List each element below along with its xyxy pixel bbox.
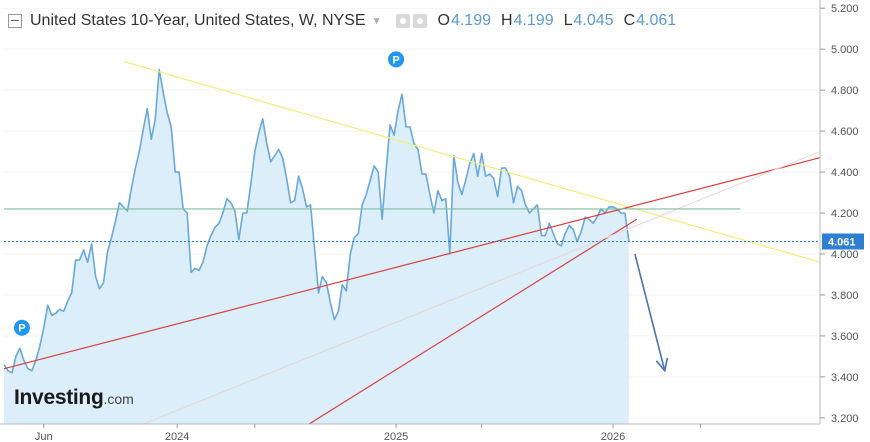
y-tick-label: 4.400 — [831, 167, 859, 179]
x-tick-label: 2026 — [601, 431, 625, 442]
p-marker — [13, 319, 30, 336]
p-marker-label: P — [18, 323, 25, 335]
horizontal-levels — [4, 208, 820, 242]
trend-line-red — [307, 218, 638, 424]
chevron-down-icon[interactable]: ▼ — [371, 15, 382, 27]
x-tick-label: Jun — [35, 431, 53, 442]
projection-arrow — [634, 253, 669, 373]
trend-lines — [4, 60, 821, 424]
trend-line-yellow — [123, 60, 821, 263]
instrument-title[interactable]: United States 10-Year, United States, W,… — [30, 12, 366, 29]
chart-header: United States 10-Year, United States, W,… — [0, 0, 820, 42]
high-value: 4.199 — [513, 12, 554, 29]
p-marker-label: P — [392, 54, 399, 66]
y-tick-label: 4.000 — [831, 249, 859, 261]
trend-line-red — [4, 157, 821, 370]
y-tick-label: 4.200 — [831, 208, 859, 220]
ohlc-readout: O 4.199 H 4.199 L 4.045 C 4.061 — [438, 12, 687, 30]
high-label: H — [501, 12, 513, 29]
y-tick-label: 4.600 — [831, 126, 859, 138]
gear-icon[interactable] — [412, 14, 427, 28]
logo-tld: .com — [103, 391, 134, 407]
x-tick-label: 2024 — [165, 431, 189, 442]
collapse-toggle-icon[interactable] — [8, 14, 22, 28]
open-value: 4.199 — [450, 12, 491, 29]
p-marker — [388, 51, 405, 68]
low-label: L — [563, 12, 573, 29]
markers: PP — [13, 51, 405, 336]
projection-arrow-shaft — [634, 253, 666, 371]
investing-logo: Investing.com — [14, 386, 134, 410]
y-tick-label: 3.200 — [831, 413, 859, 425]
y-tick-label: 3.600 — [831, 331, 859, 343]
trend-line-faint — [143, 151, 821, 424]
x-tick-label: 2025 — [384, 431, 408, 442]
y-tick-label: 3.400 — [831, 372, 859, 384]
price-area — [3, 68, 630, 424]
settings-icon[interactable] — [395, 14, 410, 28]
close-label: C — [623, 12, 636, 29]
y-tick-label: 3.800 — [831, 290, 859, 302]
low-value: 4.045 — [573, 12, 614, 29]
y-tick-label: 4.800 — [831, 85, 859, 97]
price-line — [3, 68, 630, 374]
current-price-label: 4.061 — [828, 236, 856, 248]
logo-brand: Investing — [14, 386, 104, 409]
y-tick-label: 5.200 — [831, 3, 859, 15]
close-value: 4.061 — [636, 12, 677, 29]
current-price-tag — [822, 233, 864, 250]
projection-arrow-head — [655, 357, 669, 373]
y-tick-label: 5.000 — [831, 44, 859, 56]
open-label: O — [437, 12, 450, 29]
